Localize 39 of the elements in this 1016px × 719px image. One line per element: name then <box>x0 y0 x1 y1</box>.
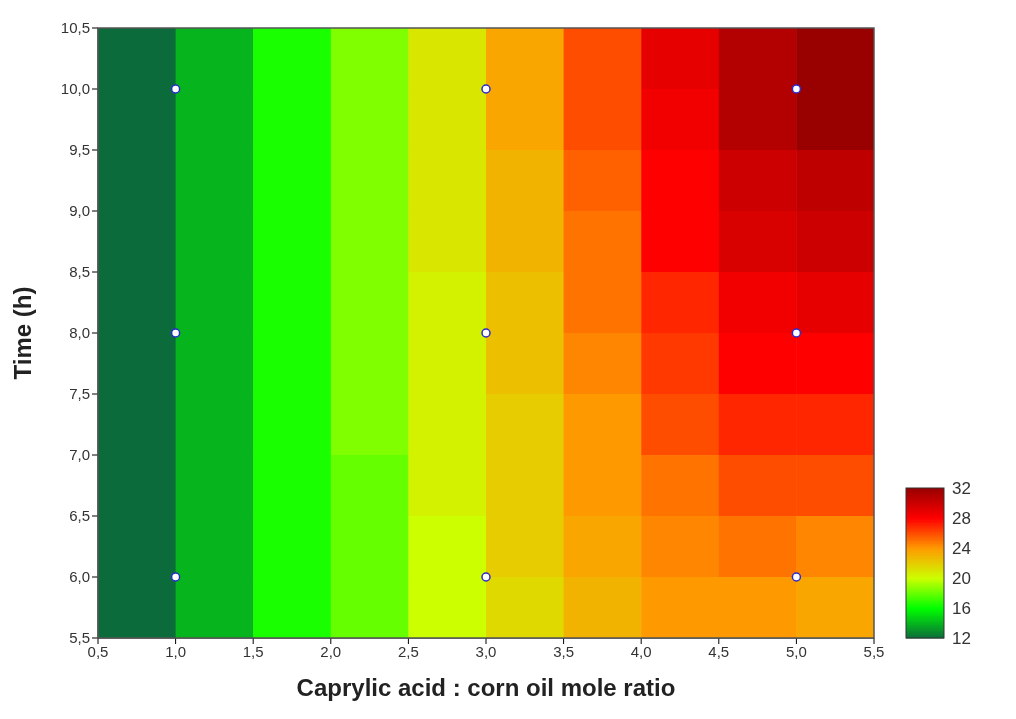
x-tick-label: 4,5 <box>708 642 730 660</box>
y-tick-label: 9,5 <box>69 141 90 159</box>
color-bar-label: 16 <box>952 598 971 618</box>
y-tick-label: 7,0 <box>69 446 90 464</box>
x-tick-label: 2,5 <box>397 642 419 660</box>
point <box>791 328 802 338</box>
point <box>791 572 802 582</box>
x-tick-label: 1,5 <box>242 642 264 660</box>
point <box>791 84 802 94</box>
color-bar-label: 12 <box>952 628 971 648</box>
x-tick-label: 3,0 <box>475 642 497 660</box>
y-tick-label: 6,0 <box>69 568 90 586</box>
y-tick-label: 7,5 <box>69 385 90 403</box>
y-tick-label: 10,5 <box>60 19 90 37</box>
y-tick-label: 8,0 <box>69 324 90 342</box>
y-tick-label: 5,5 <box>69 629 90 647</box>
point <box>170 84 181 94</box>
point <box>481 84 491 94</box>
point <box>481 572 491 582</box>
y-tick-label: 9,0 <box>69 202 90 220</box>
x-axis-title: Caprylic acid : corn oil mole ratio <box>296 674 676 701</box>
point <box>170 328 181 338</box>
x-tick-label: 5,0 <box>785 642 807 660</box>
color-bar-label: 20 <box>952 568 971 588</box>
x-tick-label: 0,5 <box>87 642 109 660</box>
point <box>481 328 491 338</box>
x-tick-label: 2,0 <box>320 642 342 660</box>
color-bar-label: 28 <box>952 508 971 528</box>
color-bar-label: 24 <box>952 538 971 558</box>
y-tick-label: 6,5 <box>69 507 90 525</box>
y-axis-title: Time (h) <box>8 286 36 380</box>
x-tick-label: 5,5 <box>863 642 885 660</box>
y-tick-label: 8,5 <box>69 263 90 281</box>
color-bar-label: 32 <box>952 478 971 498</box>
x-tick-label: 4,0 <box>630 642 652 660</box>
point <box>170 572 181 582</box>
x-tick-label: 1,0 <box>165 642 187 660</box>
x-tick-label: 3,5 <box>553 642 575 660</box>
y-tick-label: 10,0 <box>60 80 90 98</box>
